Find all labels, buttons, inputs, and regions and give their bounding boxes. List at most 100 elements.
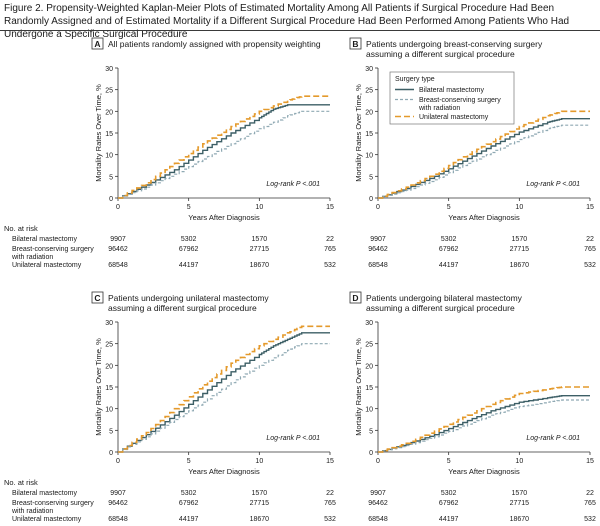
x-tick-label: 5 bbox=[447, 204, 451, 211]
panel-letter: C bbox=[94, 293, 100, 303]
at-risk-value: 1570 bbox=[252, 490, 268, 497]
at-risk-value: 1570 bbox=[512, 236, 528, 243]
y-tick-label: 25 bbox=[365, 342, 373, 349]
at-risk-value: 27715 bbox=[510, 500, 530, 507]
y-tick-label: 0 bbox=[369, 196, 373, 203]
log-rank-annotation: Log-rank P <.001 bbox=[526, 435, 580, 442]
at-risk-value: 22 bbox=[326, 236, 334, 243]
legend-label: Breast-conserving surgery bbox=[419, 97, 501, 104]
panel-letter-box bbox=[349, 291, 362, 304]
y-tick-label: 30 bbox=[105, 320, 113, 327]
legend-label: Unilateral mastectomy bbox=[419, 114, 489, 121]
at-risk-value: 1570 bbox=[512, 490, 528, 497]
y-tick-label: 10 bbox=[105, 153, 113, 160]
log-rank-annotation: Log-rank P <.001 bbox=[526, 181, 580, 188]
x-tick-label: 10 bbox=[515, 204, 523, 211]
y-tick-label: 5 bbox=[109, 174, 113, 181]
y-tick-label: 20 bbox=[365, 109, 373, 116]
at-risk-value: 18670 bbox=[510, 516, 530, 523]
y-tick-label: 25 bbox=[105, 342, 113, 349]
legend-label: Bilateral mastectomy bbox=[419, 87, 484, 94]
y-axis-label: Mortality Rates Over Time, % bbox=[94, 338, 103, 436]
at-risk-value: 532 bbox=[584, 516, 596, 523]
at-risk-value: 9907 bbox=[110, 490, 126, 497]
at-risk-value: 67962 bbox=[439, 246, 459, 253]
log-rank-annotation: Log-rank P <.001 bbox=[266, 435, 320, 442]
at-risk-value: 68548 bbox=[108, 262, 128, 269]
y-tick-label: 5 bbox=[109, 428, 113, 435]
y-axis-label: Mortality Rates Over Time, % bbox=[354, 84, 363, 182]
y-tick-label: 10 bbox=[105, 407, 113, 414]
y-tick-label: 15 bbox=[105, 385, 113, 392]
y-tick-label: 20 bbox=[365, 363, 373, 370]
at-risk-value: 22 bbox=[326, 490, 334, 497]
y-tick-label: 30 bbox=[365, 320, 373, 327]
series-curve bbox=[378, 399, 590, 453]
at-risk-value: 22 bbox=[586, 490, 594, 497]
x-tick-label: 5 bbox=[447, 458, 451, 465]
at-risk-value: 532 bbox=[584, 262, 596, 269]
legend-box bbox=[389, 71, 515, 125]
at-risk-row-label: Unilateral mastectomy bbox=[12, 516, 82, 523]
series-curve bbox=[118, 110, 330, 199]
y-axis-label: Mortality Rates Over Time, % bbox=[94, 84, 103, 182]
at-risk-value: 532 bbox=[324, 262, 336, 269]
at-risk-value: 44197 bbox=[179, 262, 199, 269]
y-tick-label: 5 bbox=[369, 428, 373, 435]
log-rank-annotation: Log-rank P <.001 bbox=[266, 181, 320, 188]
at-risk-value: 27715 bbox=[250, 246, 270, 253]
x-tick-label: 5 bbox=[187, 458, 191, 465]
at-risk-row-label: with radiation bbox=[11, 254, 53, 261]
y-tick-label: 20 bbox=[105, 363, 113, 370]
x-tick-label: 0 bbox=[376, 458, 380, 465]
legend-label: with radiation bbox=[418, 105, 460, 112]
series-curve bbox=[118, 325, 330, 453]
at-risk-value: 68548 bbox=[368, 516, 388, 523]
at-risk-value: 5302 bbox=[441, 236, 457, 243]
x-tick-label: 5 bbox=[187, 204, 191, 211]
panel-title-line: Patients undergoing bilateral mastectomy bbox=[366, 293, 523, 303]
legend-title: Surgery type bbox=[395, 76, 435, 83]
at-risk-value: 765 bbox=[324, 500, 336, 507]
panel-title-line: assuming a different surgical procedure bbox=[366, 303, 515, 313]
y-tick-label: 5 bbox=[369, 174, 373, 181]
at-risk-value: 5302 bbox=[181, 490, 197, 497]
y-axis-label: Mortality Rates Over Time, % bbox=[354, 338, 363, 436]
at-risk-value: 9907 bbox=[370, 236, 386, 243]
y-tick-label: 30 bbox=[105, 66, 113, 73]
series-curve bbox=[378, 118, 590, 199]
x-tick-label: 10 bbox=[515, 458, 523, 465]
y-tick-label: 10 bbox=[365, 153, 373, 160]
panel-letter-box bbox=[349, 37, 362, 50]
series-curve bbox=[378, 124, 590, 199]
x-tick-label: 0 bbox=[376, 204, 380, 211]
x-axis-label: Years After Diagnosis bbox=[448, 467, 520, 476]
panel-letter-box bbox=[91, 37, 104, 50]
panel-letter-box bbox=[91, 291, 104, 304]
panel-title-line: Patients undergoing unilateral mastectom… bbox=[108, 293, 269, 303]
series-curve bbox=[118, 343, 330, 453]
figure-title: Figure 2. Propensity-Weighted Kaplan-Mei… bbox=[4, 3, 570, 40]
x-tick-label: 15 bbox=[326, 458, 334, 465]
y-tick-label: 15 bbox=[365, 131, 373, 138]
y-tick-label: 0 bbox=[109, 196, 113, 203]
at-risk-value: 68548 bbox=[108, 516, 128, 523]
y-tick-label: 20 bbox=[105, 109, 113, 116]
panel-title-line: assuming a different surgical procedure bbox=[366, 49, 515, 59]
at-risk-value: 67962 bbox=[179, 500, 199, 507]
x-axis-label: Years After Diagnosis bbox=[448, 213, 520, 222]
at-risk-value: 765 bbox=[584, 500, 596, 507]
x-tick-label: 15 bbox=[326, 204, 334, 211]
panel-title-line: Patients undergoing breast-conserving su… bbox=[366, 39, 543, 49]
x-tick-label: 0 bbox=[116, 204, 120, 211]
panel-letter: B bbox=[352, 39, 358, 49]
x-axis-label: Years After Diagnosis bbox=[188, 467, 260, 476]
series-curve bbox=[378, 110, 590, 199]
at-risk-value: 96462 bbox=[108, 246, 128, 253]
y-tick-label: 25 bbox=[365, 88, 373, 95]
at-risk-value: 44197 bbox=[179, 516, 199, 523]
x-tick-label: 10 bbox=[255, 458, 263, 465]
at-risk-value: 27715 bbox=[250, 500, 270, 507]
at-risk-value: 1570 bbox=[252, 236, 268, 243]
at-risk-value: 765 bbox=[584, 246, 596, 253]
